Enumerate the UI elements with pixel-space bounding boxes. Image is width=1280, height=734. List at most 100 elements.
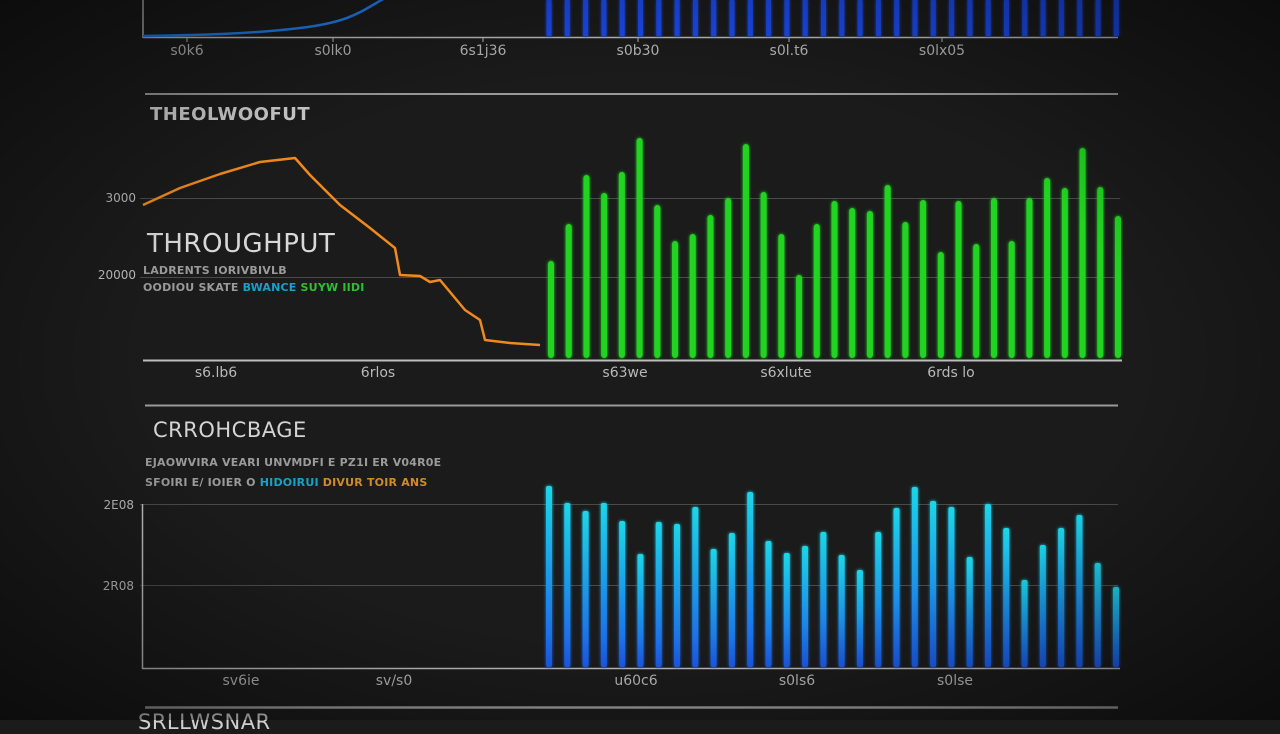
top-bar: [821, 0, 826, 36]
throughput-bar: [601, 193, 608, 358]
storage-x-label: u60c6: [614, 673, 658, 689]
throughput-bar: [937, 252, 944, 358]
storage-bar: [765, 541, 772, 667]
storage-bar: [564, 503, 571, 667]
top-bar: [967, 0, 973, 36]
storage-x-label: s0ls6: [778, 673, 816, 689]
top-bar: [583, 0, 589, 36]
storage-x-label: sv/s0: [375, 673, 413, 689]
storage-subtitle-line1: EJAOWVIRA VEARI UNVMDFI E PZ1I ER V04R0E: [145, 456, 442, 469]
top-bar: [619, 0, 625, 36]
top-bar: [656, 0, 662, 36]
storage-bar: [728, 533, 735, 667]
storage-bar: [546, 486, 552, 667]
storage-bar: [619, 521, 626, 667]
top-bar: [985, 0, 991, 36]
storage-bar: [856, 570, 863, 667]
storage-bar: [582, 511, 589, 667]
top-x-label: s0k6: [170, 43, 204, 59]
storage-bar: [1076, 515, 1083, 667]
throughput-bar: [1044, 178, 1051, 358]
top-bar: [930, 0, 936, 36]
throughput-bar: [548, 261, 554, 358]
storage-bar: [600, 503, 607, 667]
throughput-bar: [1008, 241, 1015, 358]
top-bar: [839, 0, 845, 36]
top-bar: [802, 0, 808, 36]
throughput-bar: [1061, 188, 1068, 358]
throughput-bar: [813, 224, 820, 358]
top-bar: [857, 0, 863, 36]
throughput-y-label-upper: 3000: [105, 191, 136, 205]
throughput-bar: [884, 185, 891, 358]
throughput-bar: [778, 234, 785, 358]
throughput-bar: [902, 222, 909, 358]
top-bar: [692, 0, 698, 36]
storage-bar: [1021, 580, 1028, 667]
throughput-bar: [831, 201, 838, 358]
throughput-subtitle-line2: OODIOU SKATE BWANCE SUYW IIDI: [143, 281, 365, 294]
throughput-x-label: 6rds lo: [927, 365, 975, 381]
top-bar: [674, 0, 680, 36]
storage-bar: [948, 507, 955, 667]
storage-y-label-upper: 2E08: [103, 498, 135, 512]
throughput-bar: [1026, 198, 1033, 358]
top-bar: [711, 0, 717, 36]
top-bar: [729, 0, 735, 36]
throughput-bar: [583, 175, 590, 358]
throughput-x-label: s6xlute: [760, 365, 812, 381]
throughput-x-label: 6rlos: [360, 365, 396, 381]
top-bar: [546, 0, 552, 36]
throughput-bar: [725, 198, 732, 358]
top-x-label: s0b30: [616, 43, 660, 59]
storage-bar: [984, 504, 991, 667]
throughput-bar: [1079, 148, 1086, 358]
throughput-bar: [760, 192, 767, 358]
top-bar: [638, 0, 643, 36]
top-bar: [1058, 0, 1064, 36]
subtitle-segment: SFOIRI E/ IOIER O: [145, 476, 256, 489]
subtitle-segment: SUYW IIDI: [296, 281, 365, 294]
bottom-panel-title: SRLLWSNAR: [138, 710, 271, 734]
throughput-panel-title: THEOLWOOFUT: [150, 104, 311, 125]
subtitle-segment: DIVUR TOIR ANS: [318, 476, 428, 489]
top-bar: [949, 0, 955, 36]
top-bar: [601, 0, 607, 36]
throughput-bar: [618, 172, 625, 358]
throughput-bar: [920, 200, 927, 358]
storage-bar: [1113, 587, 1119, 667]
top-bar: [1077, 0, 1083, 36]
storage-bar: [1058, 528, 1065, 667]
storage-y-label-lower: 2R08: [102, 579, 134, 593]
subtitle-segment: OODIOU SKATE: [143, 281, 239, 294]
throughput-bar: [1115, 216, 1121, 358]
throughput-bar: [654, 205, 661, 358]
storage-x-label: sv6ie: [222, 673, 260, 689]
subtitle-segment: HIDOIRUI: [255, 476, 319, 489]
throughput-x-label: s6.lb6: [194, 365, 238, 381]
top-bar: [1113, 0, 1119, 36]
top-bar: [1040, 0, 1046, 36]
throughput-x-label: s63we: [602, 365, 648, 381]
storage-bar: [820, 532, 827, 667]
throughput-y-label-lower: 20000: [97, 268, 136, 282]
throughput-overlay-title: THROUGHPUT: [147, 229, 336, 259]
throughput-bar: [1097, 187, 1104, 358]
throughput-subtitle-line1: LADRENTS IORIVBIVLB: [143, 264, 287, 277]
top-bar: [564, 0, 570, 36]
throughput-bar: [636, 138, 643, 358]
top-bar: [784, 0, 790, 36]
throughput-bar: [565, 224, 572, 358]
storage-bar: [875, 532, 882, 667]
throughput-bar: [849, 208, 856, 358]
storage-bar: [802, 546, 809, 667]
top-bar: [912, 0, 918, 36]
top-bar: [1004, 0, 1009, 36]
storage-panel-title: CRROHCBAGE: [153, 418, 307, 442]
storage-bar: [893, 508, 900, 667]
throughput-bar: [707, 215, 714, 358]
storage-bar: [1094, 563, 1101, 667]
top-x-label: s0lk0: [314, 43, 352, 59]
throughput-bar: [672, 241, 679, 358]
throughput-bar: [955, 201, 962, 358]
